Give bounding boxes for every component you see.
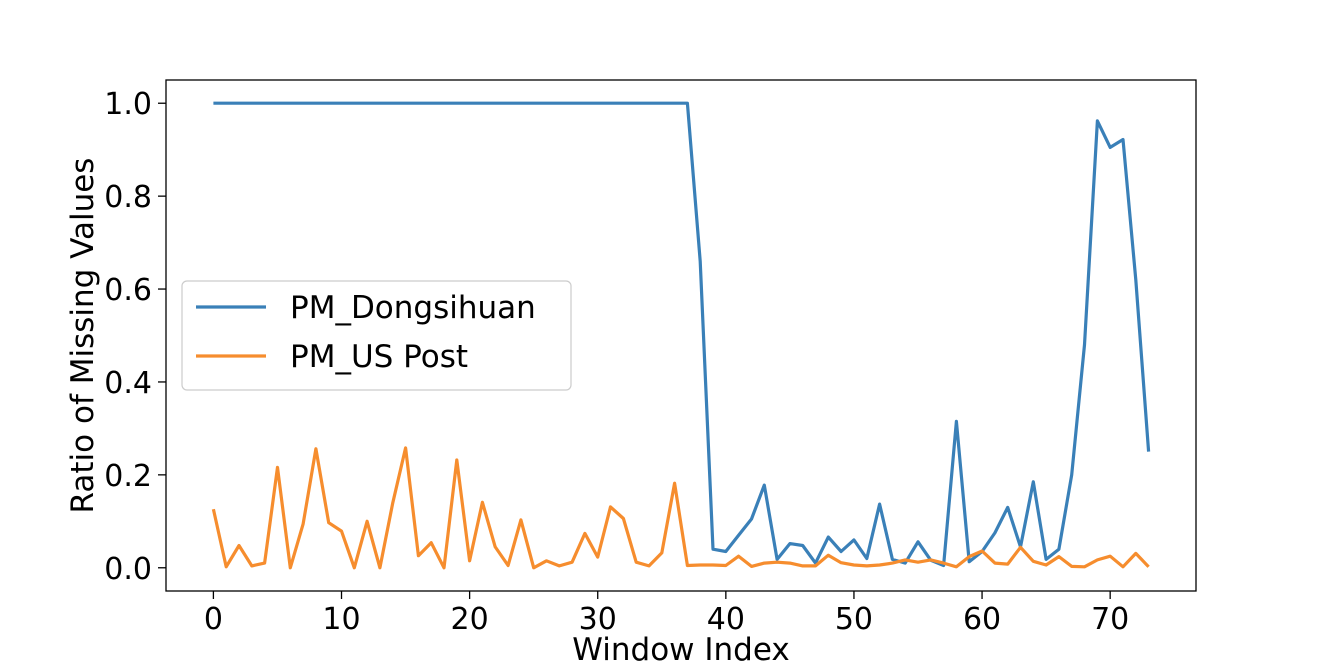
x-tick-label: 10 <box>322 602 360 637</box>
legend: PM_Dongsihuan PM_US Post <box>181 280 572 391</box>
series-line-pm-dongsihuan <box>213 101 1151 568</box>
y-tick-label: 0.4 <box>104 366 152 401</box>
legend-box <box>181 280 572 391</box>
legend-label-pm-dongsihuan: PM_Dongsihuan <box>290 290 536 326</box>
x-tick-label: 30 <box>579 602 617 637</box>
x-tick-label: 70 <box>1091 602 1129 637</box>
plot-area <box>165 79 1197 592</box>
x-tick-label: 20 <box>451 602 489 637</box>
x-tick-label: 60 <box>963 602 1001 637</box>
y-axis-label: Ratio of Missing Values <box>65 158 101 514</box>
series-line-pm-us-post <box>211 446 1150 570</box>
y-tick-label: 0.2 <box>104 459 152 494</box>
y-tick-label: 0.6 <box>104 273 152 308</box>
legend-label-pm-us-post: PM_US Post <box>290 339 468 375</box>
y-tick-label: 1.0 <box>104 87 152 122</box>
x-axis: 0 10 20 30 40 50 60 70 <box>204 591 1129 637</box>
x-axis-label: Window Index <box>572 632 789 664</box>
x-tick-label: 50 <box>835 602 873 637</box>
x-tick-label: 0 <box>204 602 223 637</box>
y-axis: 0.0 0.2 0.4 0.6 0.8 1.0 <box>104 87 166 587</box>
series-lines <box>211 101 1151 570</box>
x-tick-label: 40 <box>707 602 745 637</box>
y-tick-label: 0.8 <box>104 180 152 215</box>
y-tick-label: 0.0 <box>104 552 152 587</box>
